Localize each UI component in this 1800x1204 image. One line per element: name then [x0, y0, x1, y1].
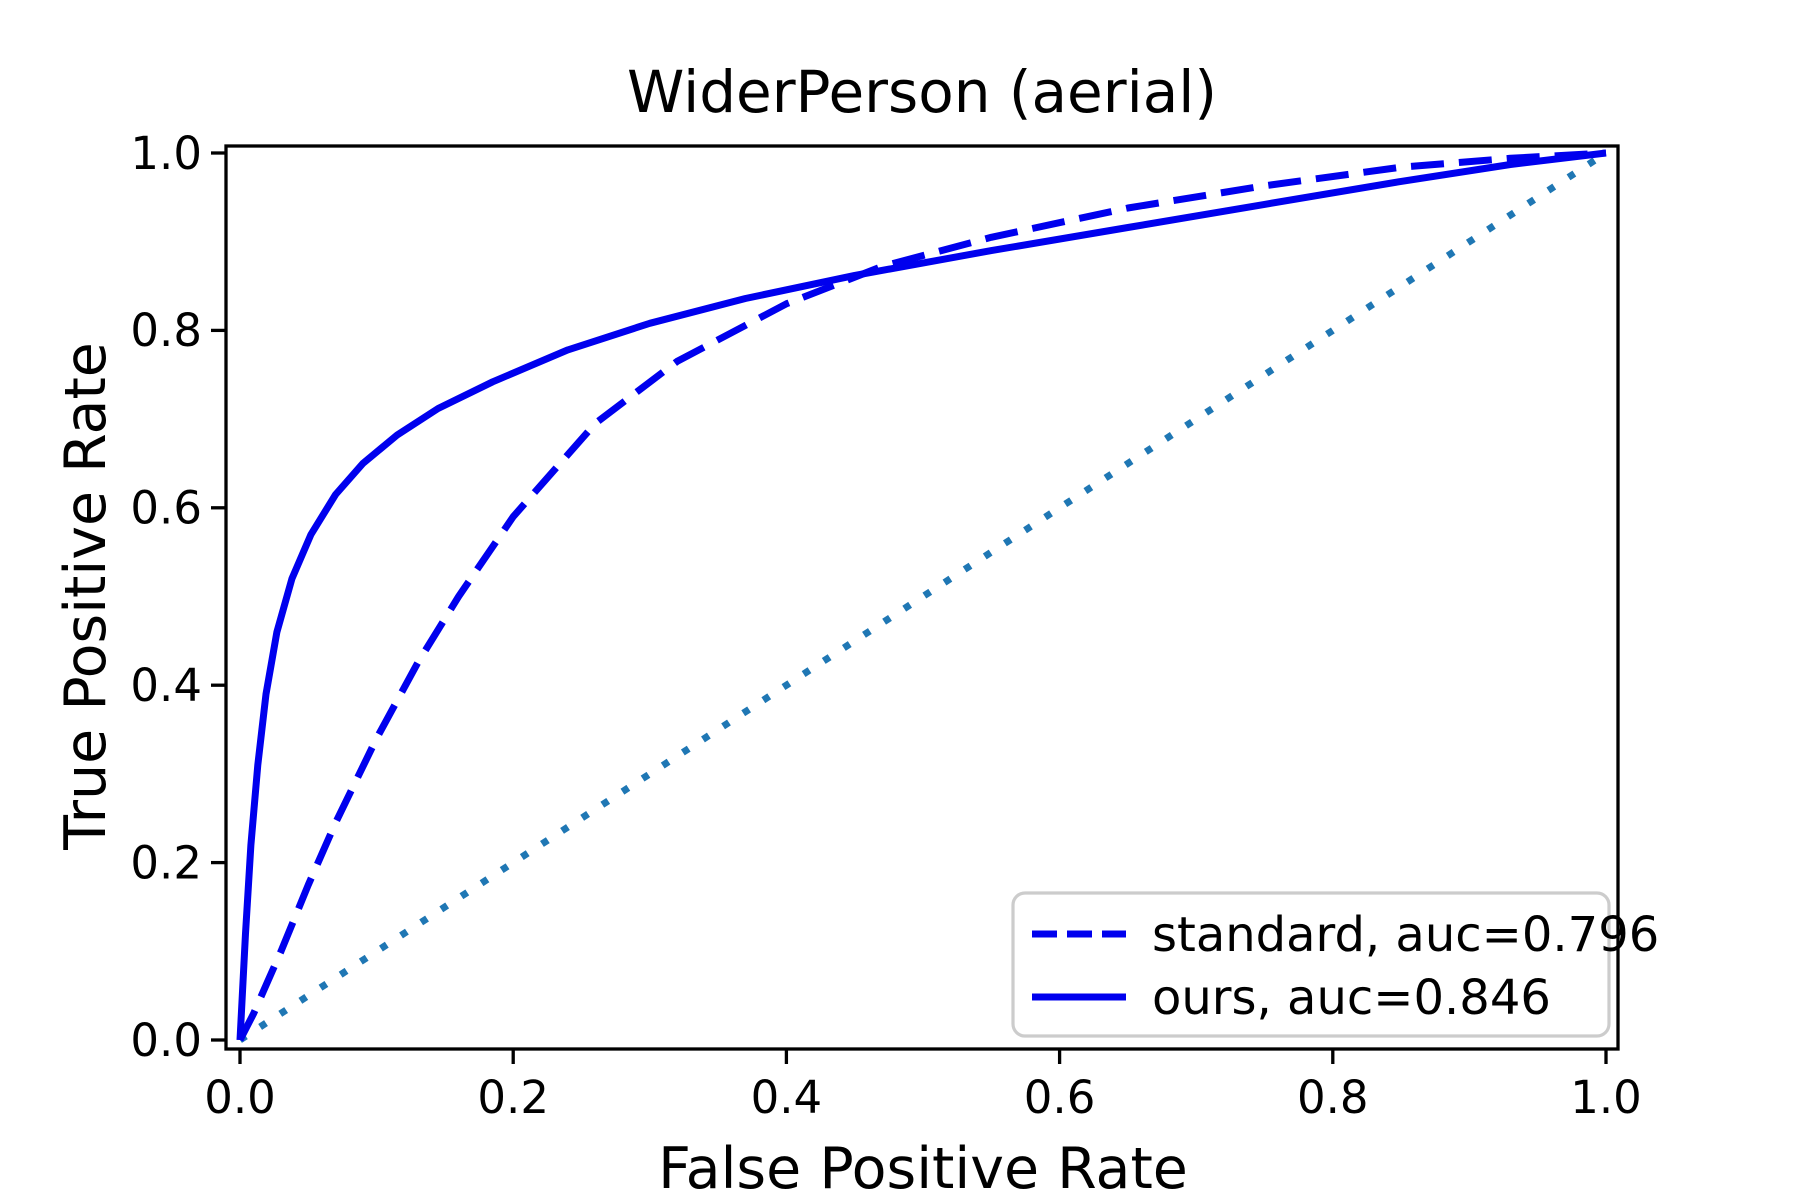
y-axis-label: True Positive Rate [53, 342, 119, 851]
x-tick-label: 1.0 [1570, 1071, 1642, 1124]
x-axis-ticks: 0.0 0.2 0.4 0.6 0.8 1.0 [204, 1049, 1642, 1124]
y-tick-label: 0.8 [130, 304, 202, 357]
x-tick-label: 0.8 [1297, 1071, 1369, 1124]
x-tick-label: 0.4 [751, 1071, 823, 1124]
chart-title: WiderPerson (aerial) [627, 58, 1217, 126]
y-axis-ticks: 0.0 0.2 0.4 0.6 0.8 1.0 [130, 127, 226, 1067]
curve-standard [236, 149, 1607, 1042]
legend: standard, auc=0.796 ours, auc=0.846 [1011, 891, 1659, 1038]
x-tick-label: 0.2 [477, 1071, 549, 1124]
legend-box [1011, 891, 1611, 1038]
legend-label-standard: standard, auc=0.796 [1152, 907, 1659, 963]
y-tick-label: 0.0 [130, 1014, 202, 1067]
x-axis-label: False Positive Rate [658, 1136, 1188, 1200]
y-tick-label: 0.2 [130, 836, 202, 889]
x-tick-label: 0.6 [1024, 1071, 1096, 1124]
legend-label-ours: ours, auc=0.846 [1152, 970, 1551, 1026]
curves-group [236, 149, 1608, 1043]
curve-ours [236, 149, 1607, 1041]
x-tick-label: 0.0 [204, 1071, 276, 1124]
plot-area-spines [224, 144, 1620, 1051]
y-tick-label: 0.6 [130, 482, 202, 535]
y-tick-label: 1.0 [130, 127, 202, 180]
y-tick-label: 0.4 [130, 659, 202, 712]
